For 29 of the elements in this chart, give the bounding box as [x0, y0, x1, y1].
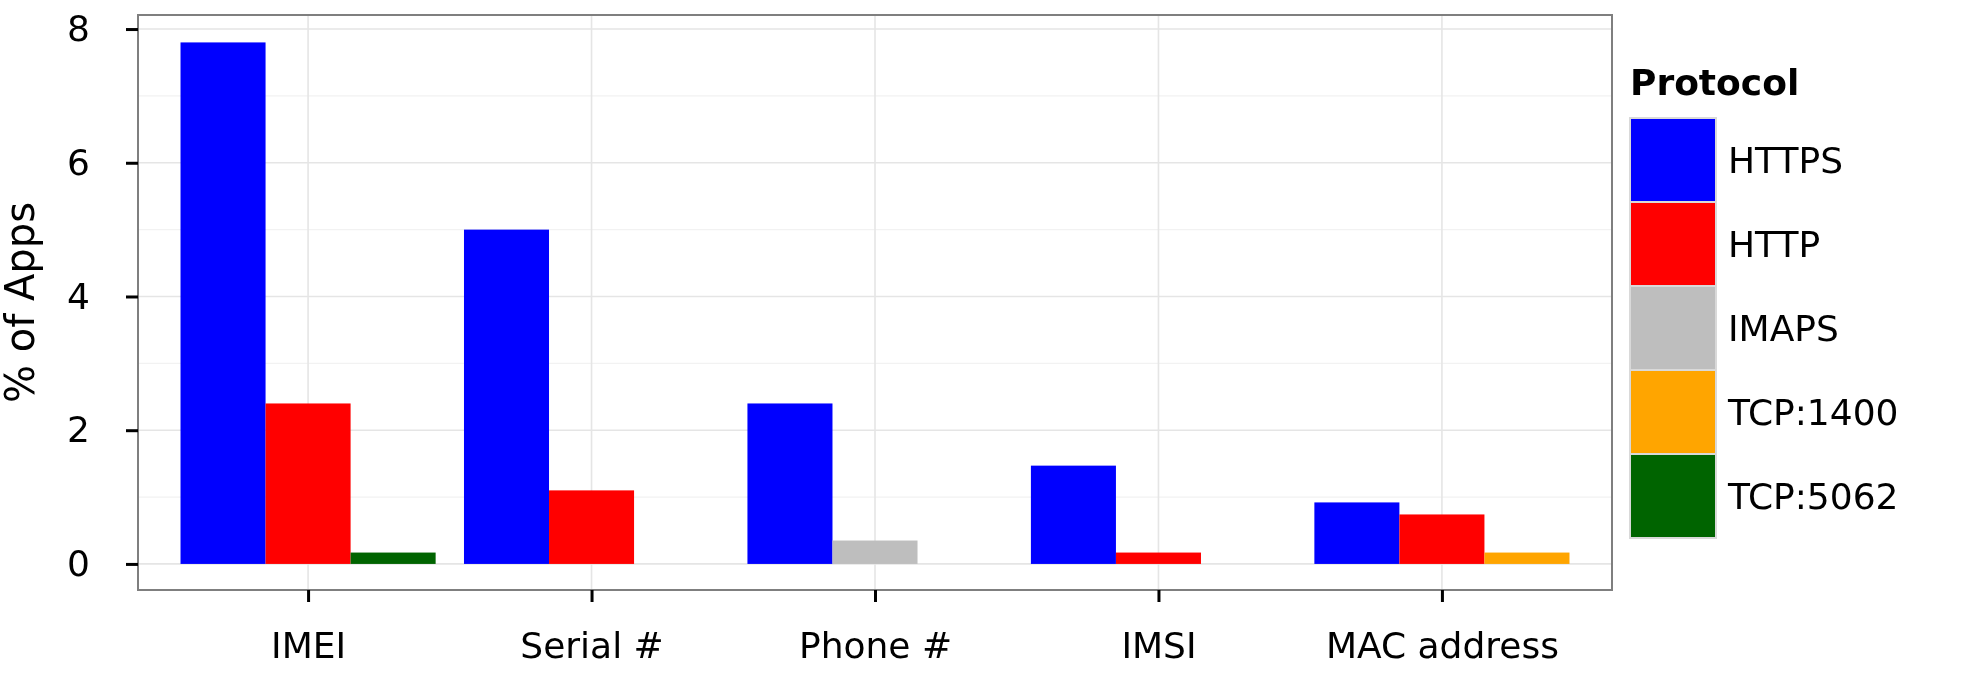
- legend-label: IMAPS: [1728, 308, 1839, 349]
- x-tick-label: Serial #: [520, 624, 664, 666]
- bar: [832, 540, 918, 564]
- bar: [1399, 514, 1485, 564]
- x-tick-label: Phone #: [798, 624, 953, 666]
- bar: [265, 403, 351, 564]
- bar: [463, 229, 550, 564]
- y-tick-label: 4: [67, 275, 90, 317]
- y-tick-label: 8: [67, 8, 90, 50]
- x-tick-label: MAC address: [1325, 624, 1559, 666]
- bar: [747, 403, 833, 564]
- bar: [180, 42, 266, 564]
- bar: [1314, 502, 1400, 564]
- y-tick-label: 6: [67, 141, 90, 183]
- bar: [350, 552, 436, 564]
- legend-label: HTTP: [1728, 224, 1821, 265]
- x-tick-label: IMEI: [271, 624, 347, 666]
- bar: [1030, 465, 1116, 564]
- legend-label: TCP:1400: [1727, 392, 1899, 433]
- x-tick-label: IMSI: [1121, 624, 1197, 666]
- bar: [549, 490, 635, 564]
- y-tick-label: 2: [67, 409, 90, 451]
- legend-label: HTTPS: [1728, 140, 1843, 181]
- y-tick-label: 0: [67, 542, 90, 584]
- y-axis-title: % of Apps: [0, 202, 43, 403]
- bar: [1484, 552, 1570, 564]
- legend-label: TCP:5062: [1727, 476, 1899, 517]
- bar: [1115, 552, 1201, 564]
- legend-title: Protocol: [1630, 62, 1800, 103]
